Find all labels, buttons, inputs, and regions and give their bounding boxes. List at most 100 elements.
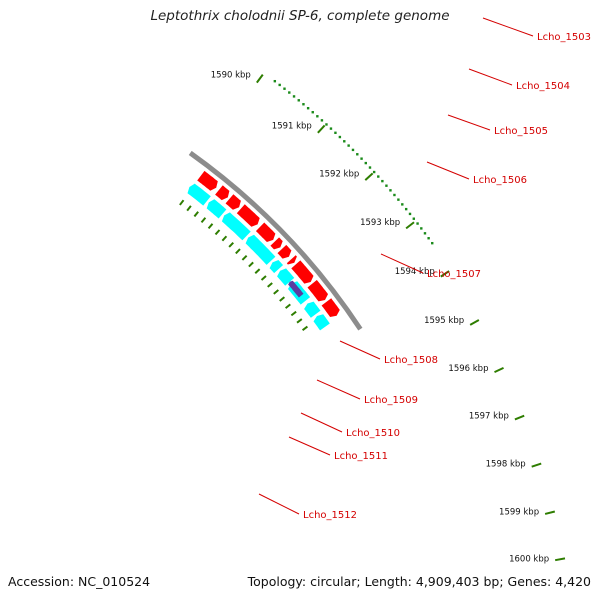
scale-dot bbox=[356, 153, 359, 156]
gene-label: Lcho_1504 bbox=[516, 81, 570, 92]
inner-tick bbox=[200, 217, 207, 223]
scale-dot bbox=[338, 135, 342, 139]
scale-dot bbox=[416, 222, 419, 225]
scale-dot bbox=[427, 237, 430, 240]
highlighted-gene bbox=[288, 280, 304, 298]
scale-dot bbox=[302, 103, 305, 106]
inner-tick bbox=[186, 205, 192, 212]
scale-dot bbox=[372, 170, 376, 174]
forward-gene bbox=[291, 260, 314, 284]
inner-tick bbox=[260, 275, 267, 281]
gene-leader-line bbox=[300, 412, 343, 433]
kbp-tick bbox=[440, 270, 450, 278]
kbp-label: 1599 kbp bbox=[499, 507, 539, 517]
reverse-gene bbox=[277, 268, 295, 286]
kbp-tick bbox=[531, 462, 542, 468]
inner-tick bbox=[241, 254, 248, 261]
forward-gene bbox=[236, 204, 260, 227]
gene-label: Lcho_1503 bbox=[537, 32, 591, 43]
gene-leader-line bbox=[468, 68, 513, 86]
scale-dot bbox=[393, 193, 396, 197]
kbp-label: 1591 kbp bbox=[272, 121, 312, 131]
scale-dot bbox=[423, 232, 427, 235]
genome-backbone bbox=[188, 150, 363, 331]
gene-label: Lcho_1505 bbox=[494, 126, 548, 137]
scale-dot bbox=[273, 79, 277, 83]
backbone-line bbox=[188, 150, 363, 331]
forward-gene bbox=[286, 255, 297, 265]
scale-dot bbox=[343, 140, 346, 143]
forward-gene bbox=[307, 280, 328, 302]
inner-tick bbox=[207, 223, 214, 230]
reverse-gene bbox=[187, 183, 211, 206]
kbp-tick bbox=[256, 74, 264, 84]
scale-dot bbox=[412, 217, 416, 220]
inner-tick bbox=[284, 303, 291, 309]
kbp-tick bbox=[469, 319, 480, 326]
accession-text: Accession: NC_010524 bbox=[8, 574, 151, 589]
scale-dot bbox=[347, 144, 350, 147]
kbp-label: 1592 kbp bbox=[319, 169, 359, 179]
gene-leader-line bbox=[288, 436, 331, 456]
scale-dot bbox=[377, 175, 380, 178]
reverse-gene bbox=[269, 260, 283, 274]
kbp-label: 1593 kbp bbox=[360, 218, 400, 228]
scale-dot bbox=[297, 99, 300, 102]
genome-title: Leptothrix cholodnii SP-6, complete geno… bbox=[150, 8, 450, 24]
kbp-tick bbox=[554, 557, 566, 562]
reverse-gene bbox=[206, 199, 227, 219]
forward-gene bbox=[197, 170, 218, 191]
scale-dot bbox=[368, 166, 372, 169]
gene-labels: Lcho_1503 Lcho_1504 Lcho_1505 Lcho_1506 Lcho… bbox=[258, 17, 591, 521]
scale-dot bbox=[292, 95, 296, 98]
forward-gene bbox=[255, 222, 276, 242]
kbp-tick bbox=[405, 221, 415, 230]
inner-tick bbox=[279, 296, 286, 302]
kbp-tick bbox=[494, 366, 504, 374]
scale-dot bbox=[311, 111, 314, 114]
scale-dot bbox=[320, 119, 324, 122]
gene-leader-line bbox=[258, 493, 300, 515]
inner-tick bbox=[296, 318, 303, 324]
kbp-label: 1598 kbp bbox=[486, 460, 526, 470]
kbp-label: 1594 kbp bbox=[395, 267, 435, 277]
forward-gene bbox=[225, 194, 241, 210]
gene-leader-line bbox=[447, 114, 491, 131]
scale-dot bbox=[306, 107, 310, 110]
inner-tick bbox=[235, 248, 241, 255]
genome-info-text: Topology: circular; Length: 4,909,403 bp… bbox=[247, 574, 591, 589]
inner-tick bbox=[254, 268, 261, 274]
reverse-strand-genes bbox=[187, 183, 330, 331]
reverse-gene bbox=[304, 301, 321, 318]
scale-dot bbox=[389, 189, 392, 192]
gene-leader-line bbox=[426, 161, 470, 180]
kbp-tick bbox=[317, 124, 326, 134]
gene-label: Lcho_1506 bbox=[473, 175, 527, 186]
gene-label: Lcho_1508 bbox=[384, 355, 438, 366]
kbp-tick bbox=[544, 510, 556, 515]
inner-tick bbox=[214, 229, 221, 236]
scale-dot bbox=[278, 83, 281, 87]
inner-tick bbox=[221, 235, 228, 242]
forward-strand-genes bbox=[197, 170, 340, 317]
kbp-tick bbox=[364, 172, 374, 181]
scale-dot bbox=[325, 123, 328, 126]
kbp-scale: 1590 kbp 1591 kbp 1592 kbp 1593 kbp 1594 kbp… bbox=[211, 71, 566, 564]
reverse-gene bbox=[221, 212, 251, 241]
scale-dot bbox=[351, 148, 355, 152]
scale-dot bbox=[364, 161, 367, 165]
gene-label: Lcho_1507 bbox=[427, 269, 481, 280]
scale-dot bbox=[334, 131, 337, 135]
reverse-gene bbox=[245, 234, 276, 265]
scale-dot bbox=[283, 87, 286, 90]
gene-label: Lcho_1510 bbox=[346, 428, 400, 439]
gene-leader-line bbox=[316, 379, 361, 400]
scale-dot bbox=[401, 203, 404, 206]
kbp-label: 1595 kbp bbox=[424, 316, 464, 326]
forward-gene bbox=[215, 185, 230, 201]
reverse-gene bbox=[313, 314, 330, 331]
inner-tick bbox=[273, 289, 279, 295]
inner-tick bbox=[228, 241, 234, 248]
forward-gene bbox=[277, 244, 292, 259]
